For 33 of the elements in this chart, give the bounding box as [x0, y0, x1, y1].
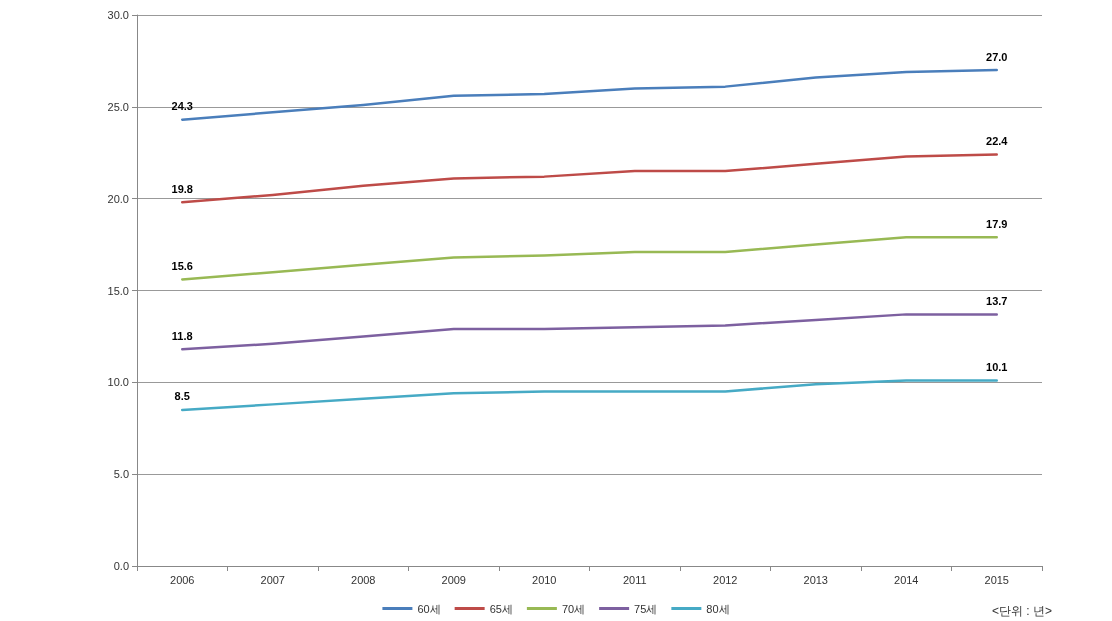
x-tick-label: 2009 — [441, 573, 466, 586]
x-tick-label: 2014 — [894, 573, 919, 586]
data-label: 13.7 — [986, 294, 1008, 307]
legend-label: 80세 — [706, 602, 730, 615]
y-tick-label: 20.0 — [107, 192, 129, 205]
x-tick-label: 2010 — [532, 573, 557, 586]
x-tick-label: 2008 — [351, 573, 376, 586]
data-label: 17.9 — [986, 217, 1008, 230]
y-tick-label: 5.0 — [113, 468, 129, 481]
data-label: 22.4 — [986, 135, 1009, 148]
x-tick-label: 2007 — [260, 573, 285, 586]
data-label: 19.8 — [171, 182, 193, 195]
data-label: 15.6 — [171, 259, 193, 272]
x-tick-label: 2011 — [622, 573, 647, 586]
y-tick-label: 30.0 — [107, 9, 129, 21]
data-label: 11.8 — [171, 329, 193, 342]
data-label: 8.5 — [174, 390, 190, 403]
y-tick-label: 15.0 — [107, 284, 129, 297]
legend-label: 60세 — [417, 602, 441, 615]
legend-label: 65세 — [489, 602, 513, 615]
x-tick-label: 2015 — [984, 573, 1009, 586]
y-tick-label: 0.0 — [113, 560, 129, 572]
data-label: 27.0 — [986, 50, 1008, 63]
x-tick-label: 2013 — [803, 573, 828, 586]
x-tick-label: 2006 — [170, 573, 195, 586]
legend-label: 75세 — [634, 602, 658, 615]
data-label: 24.3 — [171, 100, 193, 113]
y-tick-label: 10.0 — [107, 376, 129, 389]
text: <단위 : 년> — [991, 604, 1053, 618]
x-tick-label: 2012 — [713, 573, 738, 586]
data-label: 10.1 — [986, 361, 1008, 373]
legend-label: 70세 — [561, 602, 586, 615]
y-tick-label: 25.0 — [107, 100, 129, 113]
